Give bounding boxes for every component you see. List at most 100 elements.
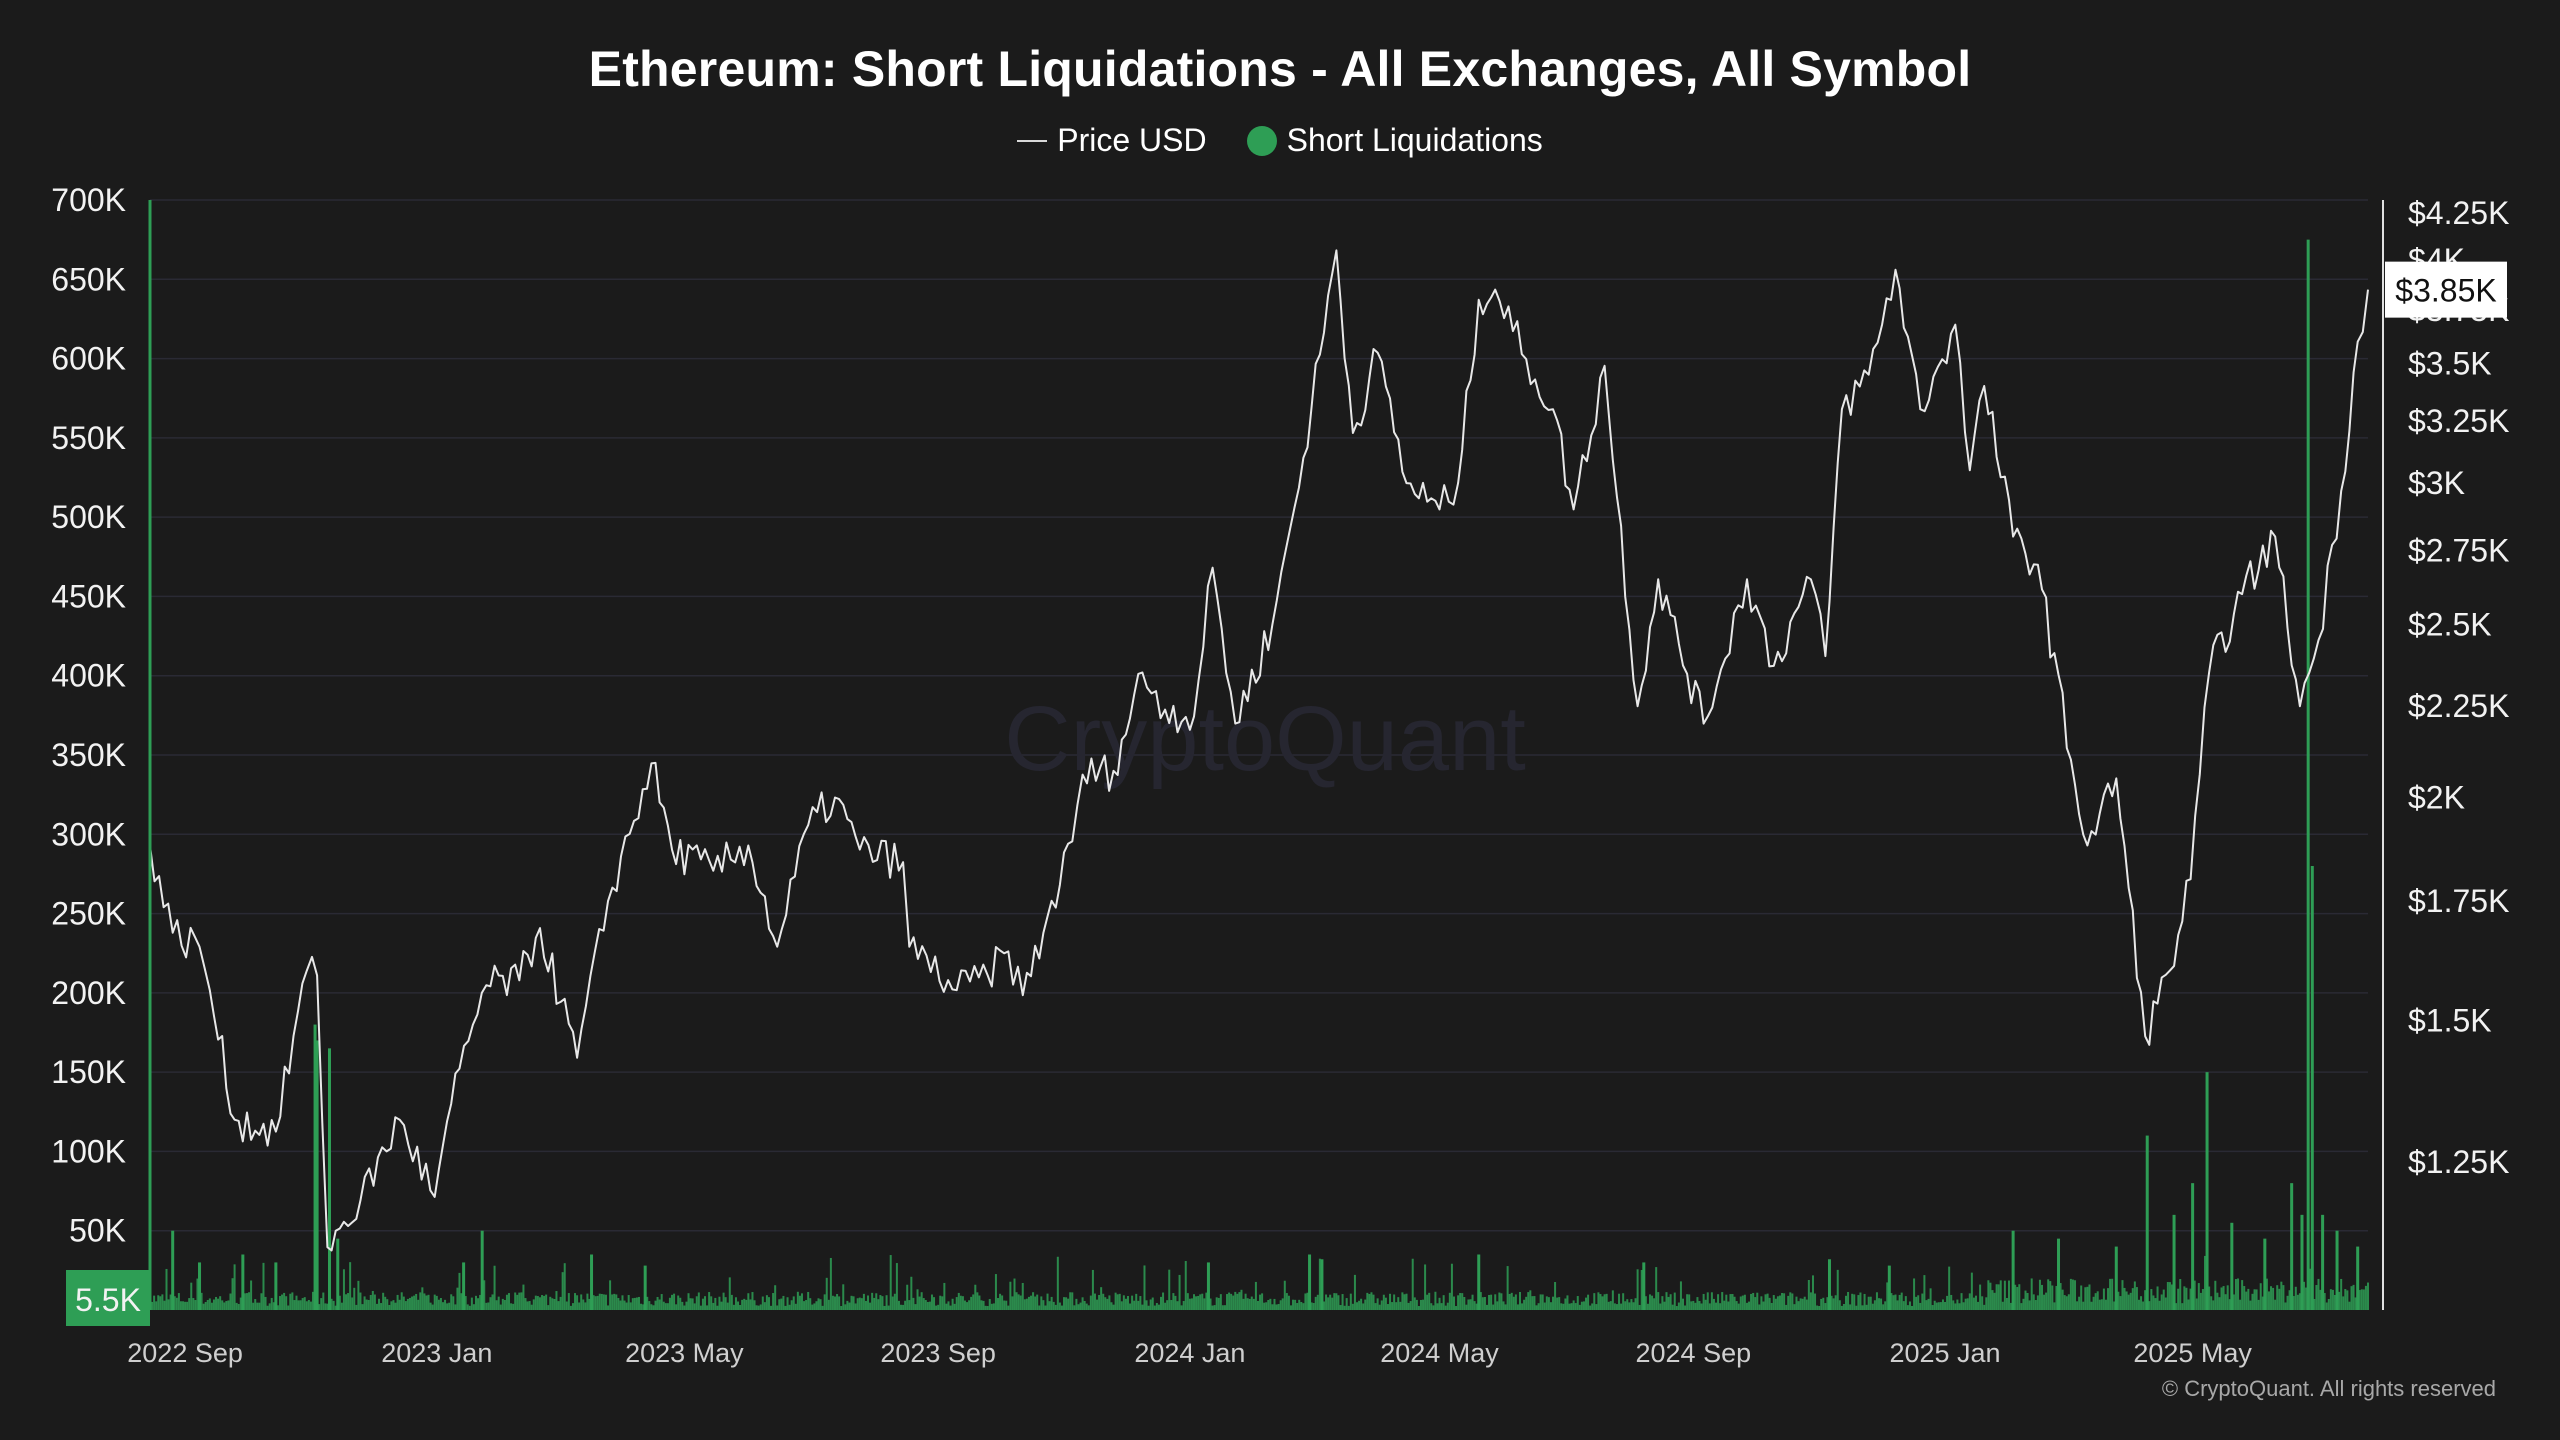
liquidation-bar [1289, 1305, 1292, 1310]
liquidation-bar [2041, 1284, 2044, 1310]
liquidation-bar [299, 1300, 302, 1310]
liquidation-bar [2220, 1287, 2223, 1310]
liquidation-bar [2253, 1289, 2256, 1310]
liquidation-bar [869, 1302, 872, 1310]
liquidation-bar [1269, 1298, 1272, 1310]
liquidation-bar [602, 1294, 605, 1310]
liquidation-bar [2239, 1299, 2242, 1310]
liquidation-bar [388, 1304, 391, 1310]
liquidation-bar [813, 1303, 816, 1310]
price-line[interactable] [149, 249, 2369, 1252]
liquidation-bar [243, 1293, 246, 1310]
liquidation-bar [2216, 1292, 2219, 1310]
liquidation-bar [1694, 1302, 1697, 1310]
liquidation-bar [2113, 1301, 2116, 1310]
liquidation-bar [355, 1304, 358, 1310]
liquidation-bar [1648, 1294, 1651, 1310]
liquidation-bar [2137, 1299, 2140, 1310]
liquidation-spike-bar [336, 1238, 340, 1310]
liquidation-bar [664, 1303, 667, 1310]
liquidation-bar [1987, 1280, 1990, 1310]
liquidation-bar [619, 1300, 622, 1310]
liquidation-bar [1318, 1258, 1321, 1310]
liquidation-bar [182, 1301, 185, 1310]
legend-item-price[interactable]: Price USD [1017, 122, 1207, 159]
liquidation-bar [939, 1295, 942, 1310]
liquidation-bar [1772, 1295, 1775, 1310]
liquidation-bar [2045, 1292, 2048, 1310]
liquidation-bar [1568, 1303, 1571, 1310]
liquidation-bar [1911, 1305, 1914, 1310]
chart-legend[interactable]: Price USD Short Liquidations [0, 122, 2560, 159]
liquidation-bar [161, 1294, 164, 1310]
liquidation-bar [2199, 1292, 2202, 1310]
liquidation-bar [1102, 1293, 1105, 1310]
liquidation-bar [1298, 1299, 1301, 1310]
liquidation-bar [1931, 1305, 1934, 1310]
liquidation-bar [1692, 1300, 1695, 1310]
liquidation-bar [276, 1305, 279, 1310]
liquidation-bar [988, 1299, 991, 1310]
liquidation-bar [1541, 1294, 1544, 1310]
liquidation-bar [1853, 1294, 1856, 1310]
liquidation-bar [611, 1294, 614, 1310]
liquidation-bar [1380, 1300, 1383, 1310]
liquidation-bar [920, 1292, 923, 1310]
liquidation-bar [1564, 1298, 1567, 1310]
left-tick-label: 250K [51, 896, 126, 932]
liquidation-bar [1721, 1292, 1724, 1310]
liquidation-bar [1615, 1304, 1618, 1310]
liquidation-bar [386, 1299, 389, 1310]
liquidation-bar [365, 1299, 368, 1310]
liquidation-spike-bar [2172, 1214, 2176, 1310]
liquidation-bar [553, 1298, 556, 1310]
liquidation-bar [734, 1297, 737, 1310]
liquidation-bar [2232, 1294, 2235, 1310]
liquidation-bar [514, 1292, 517, 1310]
liquidation-bar [2177, 1288, 2180, 1310]
liquidation-bar [1366, 1292, 1369, 1310]
liquidation-bar [1221, 1305, 1224, 1310]
x-tick-label: 2024 Jan [1134, 1338, 1245, 1368]
liquidation-bar [1795, 1296, 1798, 1310]
liquidation-bar [2152, 1295, 2155, 1310]
liquidation-bar [617, 1298, 620, 1310]
liquidation-bar [677, 1295, 680, 1310]
liquidation-bar [1972, 1297, 1975, 1310]
liquidation-bar [1956, 1299, 1959, 1310]
liquidation-bar [1003, 1300, 1006, 1310]
liquidation-bar [1572, 1300, 1575, 1310]
liquidation-bar [270, 1297, 273, 1310]
liquidation-bar [2201, 1289, 2204, 1310]
liquidation-bar [541, 1295, 544, 1310]
liquidation-bar [1223, 1305, 1226, 1310]
liquidation-bar [1562, 1303, 1565, 1310]
liquidation-bar [706, 1305, 709, 1310]
liquidation-bar [444, 1299, 447, 1310]
legend-item-short-liquidations[interactable]: Short Liquidations [1246, 122, 1543, 159]
liquidation-bar [1871, 1303, 1874, 1310]
liquidation-bar [493, 1265, 496, 1310]
liquidation-bar [1632, 1302, 1635, 1310]
liquidation-bar [2309, 1268, 2312, 1310]
liquidation-bar [860, 1298, 863, 1310]
right-axis-ticks: $4.25K$4K$3.75K$3.5K$3.25K$3K$2.75K$2.5K… [2408, 195, 2509, 1180]
liquidation-bar [503, 1299, 506, 1310]
liquidation-bar [848, 1302, 851, 1310]
liquidation-bar [1124, 1298, 1127, 1310]
liquidation-bar [1898, 1294, 1901, 1310]
liquidation-bar [206, 1299, 209, 1310]
liquidation-bar [1578, 1304, 1581, 1310]
liquidation-bar [722, 1292, 725, 1310]
liquidation-bar [2055, 1285, 2058, 1310]
liquidation-bar [252, 1302, 255, 1310]
liquidation-bar [1880, 1298, 1883, 1310]
liquidation-bar [774, 1285, 777, 1310]
liquidation-bar [1118, 1293, 1121, 1310]
liquidation-bar [551, 1298, 554, 1310]
liquidation-bar [1374, 1303, 1377, 1310]
liquidation-bar [1182, 1301, 1185, 1310]
liquidation-bar [307, 1300, 310, 1310]
watermark: CryptoQuant [1004, 688, 1526, 790]
